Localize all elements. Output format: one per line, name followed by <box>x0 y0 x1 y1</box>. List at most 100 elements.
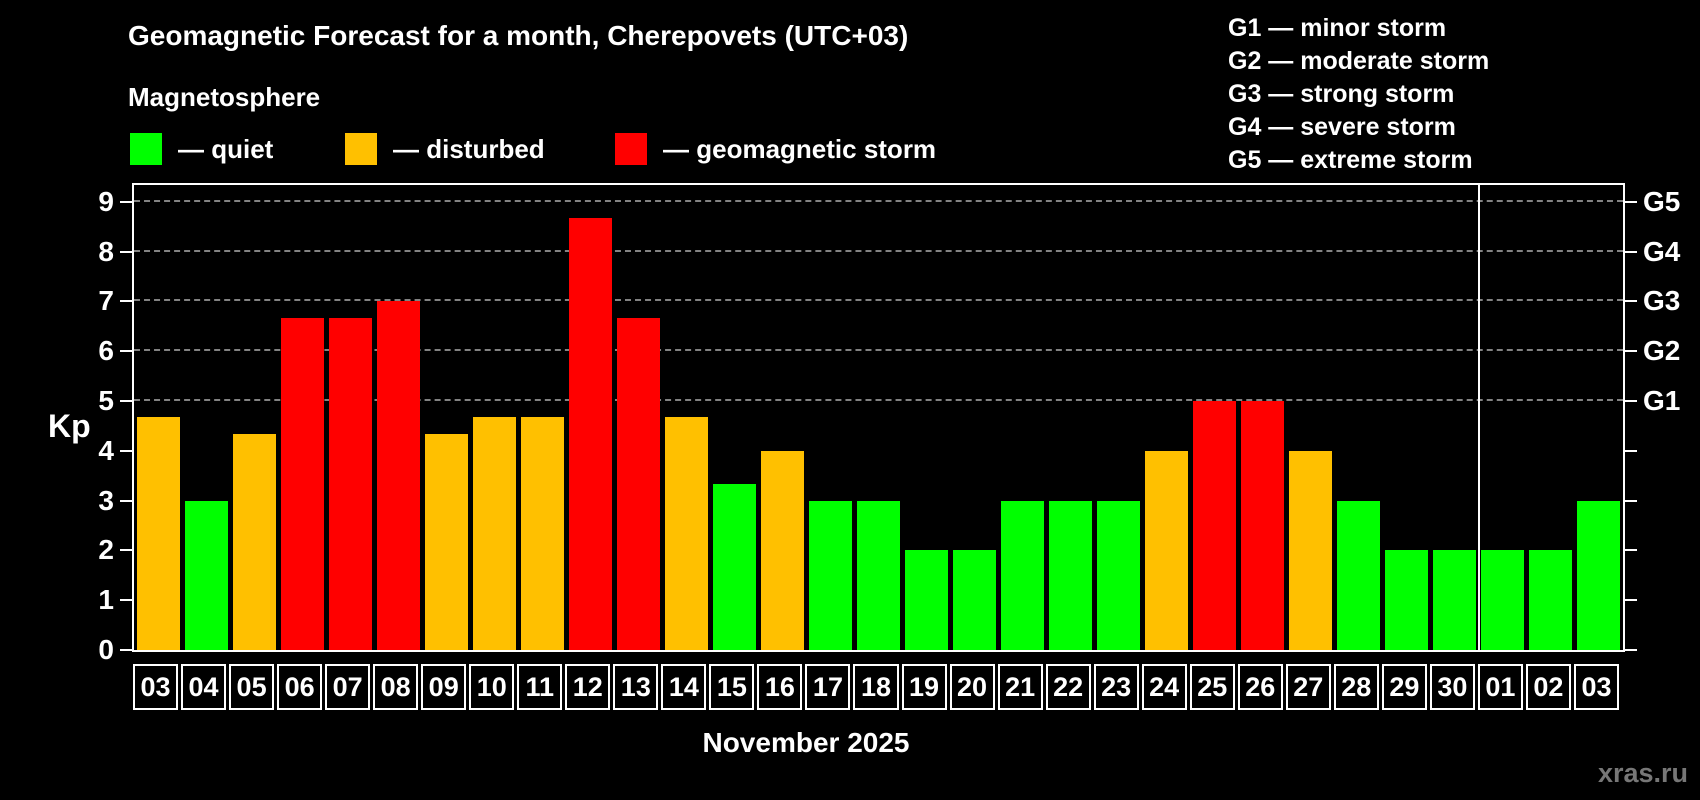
y-axis-tick <box>120 200 132 203</box>
date-cell: 26 <box>1237 664 1283 710</box>
kp-bar <box>664 417 708 650</box>
kp-bar <box>1337 500 1381 650</box>
date-cell: 14 <box>661 664 707 710</box>
date-cell: 03 <box>133 664 179 710</box>
kp-bar <box>328 317 372 650</box>
kp-bar <box>568 218 612 650</box>
date-cell: 27 <box>1285 664 1331 710</box>
date-cell: 08 <box>373 664 419 710</box>
legend-label-disturbed: — disturbed <box>393 133 545 164</box>
g-scale-label-g3: G3 <box>1643 285 1681 317</box>
kp-bar <box>760 450 804 650</box>
right-axis-tick <box>1625 250 1637 253</box>
date-cell: 05 <box>229 664 275 710</box>
date-cell: 07 <box>325 664 371 710</box>
kp-bar <box>1145 450 1189 650</box>
x-axis-month-label: November 2025 <box>702 727 910 758</box>
gridline-kp5 <box>134 399 1623 401</box>
kp-bar <box>1241 401 1285 650</box>
y-axis-tick <box>120 549 132 552</box>
date-cell: 13 <box>613 664 659 710</box>
date-cell: 18 <box>853 664 899 710</box>
kp-bar <box>857 500 900 650</box>
kp-bar <box>1385 550 1429 650</box>
y-axis-tick-label: 9 <box>98 185 114 217</box>
date-cell: 30 <box>1429 664 1475 710</box>
legend-swatch-disturbed <box>345 133 377 165</box>
gridline-kp7 <box>134 299 1623 302</box>
storm-scale-legend: G1 — minor storm G2 — moderate storm G3 — … <box>1228 12 1489 177</box>
gridline-kp6 <box>134 349 1623 352</box>
gridline-kp9 <box>134 199 1623 202</box>
y-axis-tick-label: 1 <box>98 584 114 616</box>
storm-scale-line: G3 — strong storm <box>1228 80 1455 108</box>
right-axis-tick <box>1625 499 1637 502</box>
kp-bar <box>376 301 420 650</box>
storm-scale-line: G2 — moderate storm <box>1228 47 1490 75</box>
kp-bar <box>1193 401 1237 650</box>
legend-item-storm: — geomagnetic storm <box>615 132 936 166</box>
kp-bar <box>472 417 516 650</box>
storm-scale-line: G4 — severe storm <box>1228 113 1456 141</box>
date-cell: 01 <box>1477 664 1523 710</box>
kp-bar <box>905 550 949 650</box>
y-axis-tick <box>120 400 132 402</box>
date-cell: 25 <box>1189 664 1235 710</box>
date-cell: 10 <box>469 664 515 710</box>
g-scale-label-g2: G2 <box>1643 335 1681 367</box>
storm-scale-line: G1 — minor storm <box>1228 14 1447 42</box>
legend-label-quiet: — quiet <box>178 133 274 164</box>
right-axis-tick <box>1625 200 1637 203</box>
y-axis-tick-label: 2 <box>98 534 114 566</box>
g-scale-label-g1: G1 <box>1643 385 1681 416</box>
y-axis-tick-label: 4 <box>98 434 114 466</box>
date-cell: 16 <box>757 664 803 710</box>
right-axis-tick <box>1625 649 1637 651</box>
kp-bar <box>424 434 468 650</box>
kp-bar <box>1049 500 1093 650</box>
date-cell: 21 <box>997 664 1043 710</box>
legend-swatch-storm <box>615 133 647 165</box>
date-cell: 23 <box>1093 664 1139 710</box>
kp-bar <box>953 550 997 650</box>
storm-scale-line: G5 — extreme storm <box>1228 146 1473 174</box>
date-cell: 22 <box>1045 664 1091 710</box>
kp-bar <box>232 434 276 650</box>
y-axis-tick-label: 0 <box>98 634 114 665</box>
date-cell: 02 <box>1525 664 1571 710</box>
y-axis-tick <box>120 499 132 502</box>
right-axis-tick <box>1625 400 1637 402</box>
kp-bar <box>712 484 756 650</box>
date-cell: 15 <box>709 664 755 710</box>
date-cell: 17 <box>805 664 851 710</box>
kp-bar <box>184 500 228 650</box>
g-scale-label-g4: G4 <box>1643 235 1681 267</box>
right-axis-tick <box>1625 549 1637 552</box>
y-axis-tick-label: 5 <box>98 385 114 416</box>
y-axis-tick <box>120 300 132 303</box>
date-cell: 03 <box>1573 664 1619 710</box>
date-cell: 29 <box>1381 664 1427 710</box>
kp-bar <box>1577 500 1621 650</box>
kp-bar <box>1289 450 1333 650</box>
date-cell: 09 <box>421 664 467 710</box>
kp-bar <box>1529 550 1573 650</box>
legend-item-quiet: — quiet <box>130 132 273 166</box>
g-scale-label-g5: G5 <box>1643 185 1681 217</box>
y-axis-tick <box>120 449 132 452</box>
y-axis-tick-label: 8 <box>98 235 114 267</box>
y-axis-tick-label: 6 <box>98 335 114 367</box>
month-separator-line <box>1477 185 1480 650</box>
page-title: Geomagnetic Forecast for a month, Cherep… <box>128 20 909 51</box>
y-axis-tick <box>120 599 132 602</box>
date-cell: 24 <box>1141 664 1187 710</box>
right-axis-tick <box>1625 449 1637 452</box>
kp-bar <box>808 500 852 650</box>
right-axis-tick <box>1625 350 1637 353</box>
kp-bar <box>520 417 564 650</box>
kp-bar <box>280 317 324 650</box>
subtitle-magnetosphere: Magnetosphere <box>128 82 321 112</box>
watermark-xras: xras.ru <box>1597 758 1688 788</box>
date-cell: 28 <box>1333 664 1379 710</box>
